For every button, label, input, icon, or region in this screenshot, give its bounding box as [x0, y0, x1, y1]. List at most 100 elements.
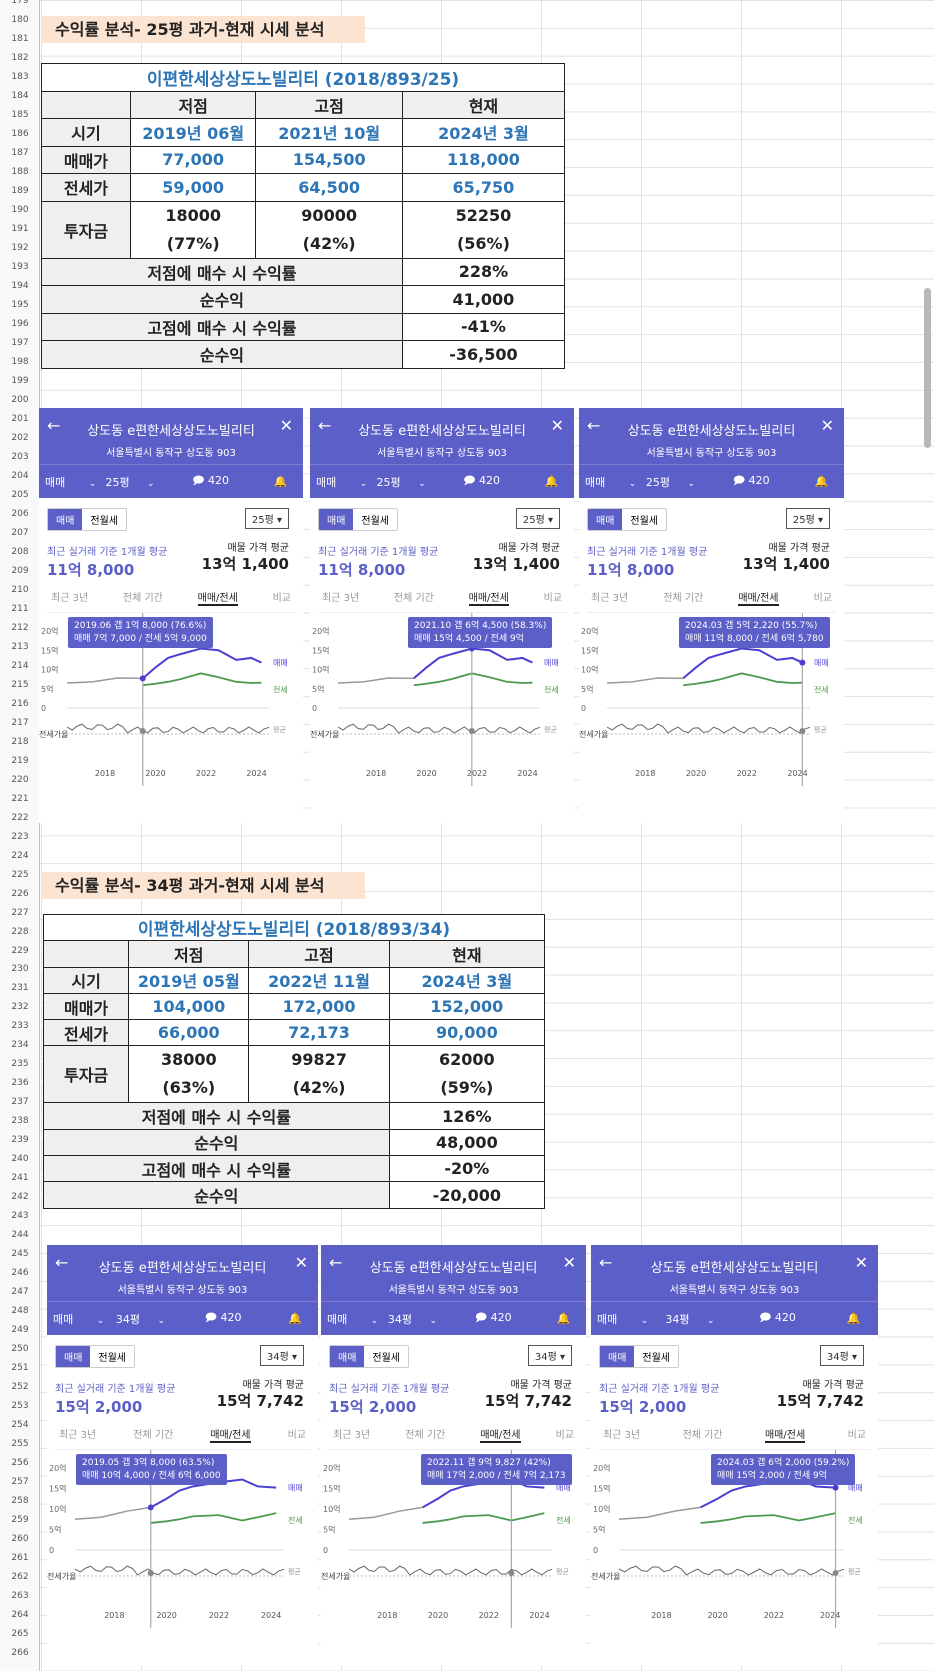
row-number[interactable]: 201 [11, 413, 29, 424]
table-cell[interactable]: 152,000 [388, 992, 546, 1021]
table-cell[interactable]: 126% [388, 1102, 546, 1130]
row-number[interactable]: 183 [11, 71, 29, 82]
row-number[interactable]: 226 [11, 888, 29, 899]
table-cell[interactable]: 2019년 06월 [129, 118, 257, 147]
table-cell[interactable]: 저점 [128, 940, 250, 968]
row-number[interactable]: 185 [11, 109, 29, 120]
row-number[interactable]: 225 [11, 869, 29, 880]
row-number[interactable]: 206 [11, 508, 29, 519]
tab-sale[interactable]: 매매 [600, 1346, 635, 1367]
table-cell[interactable]: 52250 (56%) [401, 200, 566, 259]
tab-sale-jeonse[interactable]: 매매/전세 [738, 589, 779, 606]
table-cell[interactable]: 순수익 [43, 1128, 390, 1157]
table-cell[interactable]: 90000 (42%) [255, 200, 403, 259]
row-number[interactable]: 221 [11, 793, 29, 804]
size-select[interactable]: 34평 ⌄ [654, 1311, 726, 1327]
table-cell[interactable]: 매매가 [41, 145, 131, 174]
row-number[interactable]: 214 [11, 660, 29, 671]
row-number[interactable]: 181 [11, 33, 29, 44]
close-icon[interactable]: ✕ [279, 416, 293, 435]
close-icon[interactable]: ✕ [854, 1253, 868, 1272]
table-cell[interactable]: 저점 [129, 90, 257, 119]
row-number[interactable]: 217 [11, 717, 29, 728]
row-number[interactable]: 227 [11, 907, 29, 918]
row-number[interactable]: 265 [11, 1629, 29, 1640]
tab-sale[interactable]: 매매 [588, 509, 623, 530]
tab-all-period[interactable]: 전체 기간 [405, 1430, 446, 1441]
row-number[interactable]: 241 [11, 1173, 29, 1184]
table-cell[interactable]: 66,000 [128, 1019, 250, 1047]
tab-sale[interactable]: 매매 [48, 509, 83, 530]
table-title[interactable]: 이편한세상상도노빌리티 (2018/893/34) [43, 913, 545, 942]
tab-rent[interactable]: 전월세 [90, 516, 119, 527]
table-cell[interactable]: 172,000 [248, 992, 390, 1021]
row-number[interactable]: 236 [11, 1078, 29, 1089]
row-number[interactable]: 215 [11, 679, 29, 690]
chart-area[interactable]: 2024.03 갭 6억 2,000 (59.2%) 매매 15억 2,000 … [591, 1450, 878, 1640]
bell-icon[interactable]: 🔔 [846, 1312, 861, 1325]
bell-icon[interactable]: 🔔 [288, 1312, 302, 1325]
table-cell[interactable]: 순수익 [41, 340, 403, 369]
row-number[interactable]: 263 [11, 1591, 29, 1602]
bell-icon[interactable]: 🔔 [273, 475, 288, 488]
row-number[interactable]: 216 [11, 698, 29, 709]
table-cell[interactable]: 전세가 [41, 173, 131, 202]
row-number[interactable]: 198 [11, 356, 29, 367]
table-cell[interactable]: 고점에 매수 시 수익률 [43, 1155, 390, 1183]
row-number[interactable]: 249 [11, 1325, 29, 1336]
row-number[interactable]: 231 [11, 983, 29, 994]
trade-type-select[interactable]: 매매 ⌄ [321, 1311, 379, 1327]
table-cell[interactable]: 118,000 [401, 145, 566, 174]
chart-area[interactable]: 2021.10 갭 6억 4,500 (58.3%) 매매 15억 4,500 … [310, 613, 574, 798]
table-cell[interactable]: 64,500 [255, 173, 403, 202]
tab-compare[interactable]: 비교 [813, 593, 832, 604]
row-number[interactable]: 244 [11, 1230, 29, 1241]
table-cell[interactable]: 전세가 [42, 1019, 130, 1047]
row-number[interactable]: 199 [11, 375, 29, 386]
table-cell[interactable]: 228% [401, 257, 566, 286]
row-number[interactable]: 210 [11, 584, 29, 595]
close-icon[interactable]: ✕ [562, 1253, 576, 1272]
table-cell[interactable]: 시기 [41, 118, 131, 147]
tab-rent[interactable]: 전월세 [361, 516, 390, 527]
row-number[interactable]: 246 [11, 1268, 29, 1279]
row-number[interactable]: 211 [11, 603, 29, 614]
back-arrow-icon[interactable]: ← [329, 1253, 343, 1272]
table-cell[interactable]: 현재 [388, 940, 546, 968]
row-number[interactable]: 180 [11, 14, 29, 25]
row-number[interactable]: 182 [11, 52, 29, 63]
row-number[interactable]: 190 [11, 204, 29, 215]
tab-recent-3y[interactable]: 최근 3년 [603, 1430, 641, 1441]
chart-area[interactable]: 2019.05 갭 3억 8,000 (63.5%) 매매 10억 4,000 … [47, 1450, 318, 1640]
table-cell[interactable]: -36,500 [401, 340, 566, 369]
tab-rent[interactable]: 전월세 [642, 1353, 671, 1364]
table-cell[interactable]: 2022년 11월 [248, 966, 390, 994]
table-cell[interactable]: 2019년 05월 [128, 966, 250, 994]
row-number[interactable]: 193 [11, 261, 29, 272]
table-cell[interactable]: 90,000 [388, 1019, 546, 1047]
row-number[interactable]: 209 [11, 565, 29, 576]
row-number[interactable]: 220 [11, 774, 29, 785]
row-number[interactable]: 200 [11, 394, 29, 405]
size-select[interactable]: 34평 ⌄ [107, 1311, 175, 1327]
table-cell[interactable] [41, 90, 131, 119]
table-cell[interactable]: -20,000 [388, 1181, 546, 1209]
size-dropdown[interactable]: 25평 ▾ [244, 508, 289, 529]
trade-type-select[interactable]: 매매 ⌄ [579, 474, 637, 490]
table-cell[interactable]: 2021년 10월 [255, 118, 403, 147]
row-number[interactable]: 230 [11, 964, 29, 975]
tab-all-period[interactable]: 전체 기간 [393, 593, 434, 604]
row-number[interactable]: 224 [11, 850, 29, 861]
size-select[interactable]: 25평 ⌄ [637, 474, 703, 490]
comments-button[interactable]: 🗩 420 [163, 472, 258, 491]
table-cell[interactable]: 59,000 [129, 173, 257, 202]
row-number[interactable]: 261 [11, 1553, 29, 1564]
back-arrow-icon[interactable]: ← [318, 416, 332, 435]
close-icon[interactable]: ✕ [550, 416, 564, 435]
back-arrow-icon[interactable]: ← [599, 1253, 613, 1272]
table-title[interactable]: 이편한세상상도노빌리티 (2018/893/25) [41, 63, 565, 92]
tab-recent-3y[interactable]: 최근 3년 [51, 593, 89, 604]
size-dropdown[interactable]: 25평 ▾ [515, 508, 560, 529]
table-cell[interactable]: 65,750 [401, 173, 566, 202]
table-cell[interactable]: 62000 (59%) [388, 1045, 546, 1104]
